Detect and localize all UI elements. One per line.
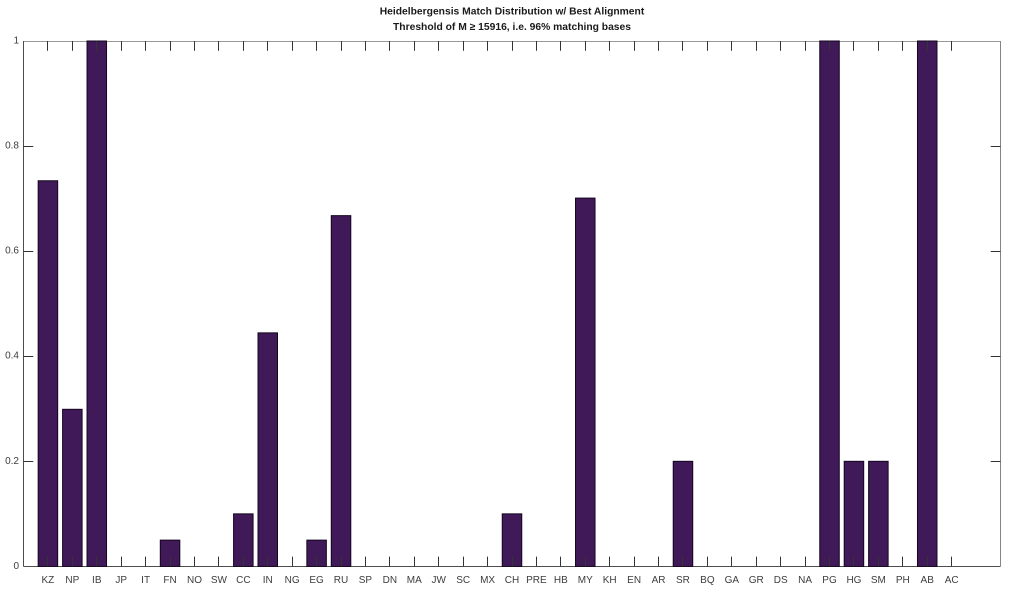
svg-text:DN: DN — [383, 575, 397, 586]
svg-text:Heidelbergensis Match Distribu: Heidelbergensis Match Distribution w/ Be… — [380, 7, 645, 18]
svg-text:HB: HB — [554, 575, 568, 586]
svg-text:SC: SC — [456, 575, 470, 586]
svg-text:RU: RU — [334, 575, 348, 586]
svg-text:PG: PG — [822, 575, 837, 586]
svg-text:MA: MA — [407, 575, 422, 586]
svg-text:NP: NP — [65, 575, 79, 586]
svg-text:PH: PH — [896, 575, 910, 586]
svg-text:EG: EG — [309, 575, 324, 586]
svg-text:SR: SR — [676, 575, 690, 586]
svg-text:HG: HG — [846, 575, 861, 586]
svg-text:KZ: KZ — [42, 575, 55, 586]
svg-text:0.6: 0.6 — [5, 246, 19, 257]
svg-text:NA: NA — [798, 575, 812, 586]
svg-text:JW: JW — [432, 575, 447, 586]
svg-text:BQ: BQ — [700, 575, 715, 586]
svg-text:DS: DS — [774, 575, 788, 586]
svg-text:FN: FN — [163, 575, 176, 586]
svg-text:AC: AC — [945, 575, 959, 586]
svg-text:CC: CC — [236, 575, 250, 586]
svg-text:SW: SW — [211, 575, 228, 586]
svg-text:EN: EN — [627, 575, 641, 586]
svg-text:GR: GR — [749, 575, 764, 586]
svg-text:IN: IN — [263, 575, 273, 586]
svg-text:PRE: PRE — [526, 575, 547, 586]
svg-text:KH: KH — [603, 575, 617, 586]
svg-text:SM: SM — [871, 575, 886, 586]
svg-text:GA: GA — [725, 575, 740, 586]
svg-text:0.4: 0.4 — [5, 351, 19, 362]
svg-text:0.8: 0.8 — [5, 141, 19, 152]
svg-text:0.2: 0.2 — [5, 456, 19, 467]
svg-text:1: 1 — [13, 36, 19, 47]
svg-text:AB: AB — [921, 575, 935, 586]
svg-text:MY: MY — [578, 575, 593, 586]
svg-text:SP: SP — [359, 575, 373, 586]
svg-text:JP: JP — [115, 575, 127, 586]
svg-text:CH: CH — [505, 575, 519, 586]
svg-text:NG: NG — [285, 575, 300, 586]
svg-text:AR: AR — [652, 575, 666, 586]
svg-text:0: 0 — [13, 561, 19, 572]
svg-text:NO: NO — [187, 575, 202, 586]
svg-text:MX: MX — [480, 575, 495, 586]
svg-text:IT: IT — [141, 575, 150, 586]
svg-text:Threshold of M ≥ 15916, i.e. 9: Threshold of M ≥ 15916, i.e. 96% matchin… — [393, 22, 631, 33]
svg-text:IB: IB — [92, 575, 102, 586]
